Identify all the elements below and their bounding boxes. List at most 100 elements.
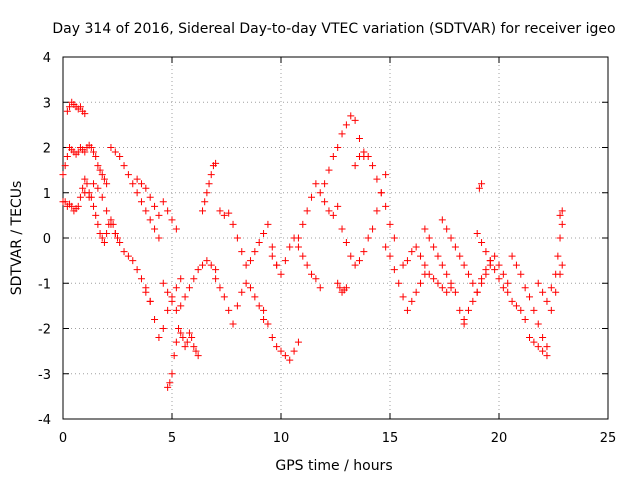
data-point: [242, 279, 250, 287]
series-arc-u: [399, 243, 455, 296]
data-point: [364, 234, 372, 242]
data-point: [164, 306, 172, 314]
data-point: [207, 171, 215, 179]
data-point: [159, 325, 167, 332]
data-point: [277, 270, 285, 278]
data-point: [188, 334, 196, 342]
data-point: [491, 266, 499, 274]
data-point: [434, 279, 442, 287]
x-tick-label: 5: [168, 431, 176, 446]
data-point: [273, 261, 281, 269]
data-point: [251, 248, 259, 256]
data-point: [395, 279, 403, 287]
data-point: [303, 261, 311, 269]
data-point: [190, 275, 198, 283]
data-point: [207, 261, 215, 269]
data-point: [451, 243, 459, 251]
data-point: [168, 370, 176, 378]
data-point: [530, 338, 538, 346]
data-point: [229, 220, 237, 228]
data-point: [133, 189, 141, 197]
data-point: [273, 343, 281, 351]
data-point: [558, 261, 566, 269]
data-point: [246, 284, 254, 292]
data-point: [556, 211, 564, 219]
data-point: [554, 252, 562, 260]
data-point: [558, 207, 566, 215]
data-point: [96, 166, 104, 174]
data-point: [495, 275, 503, 283]
series-arc-q: [338, 171, 390, 269]
data-point: [286, 243, 294, 251]
data-point: [294, 338, 302, 346]
series-arc-a: [59, 141, 111, 188]
data-point: [100, 239, 108, 247]
data-point: [547, 306, 555, 314]
data-point: [552, 288, 560, 296]
data-point: [220, 293, 228, 301]
data-point: [264, 220, 272, 228]
data-point: [403, 306, 411, 314]
y-tick-label: 2: [43, 142, 51, 157]
data-point: [464, 306, 472, 314]
data-point: [351, 261, 359, 269]
series-arc-t: [382, 243, 429, 314]
data-point: [491, 252, 499, 260]
data-point: [382, 171, 390, 179]
data-point: [225, 306, 233, 314]
data-point: [539, 334, 547, 342]
data-point: [199, 261, 207, 269]
data-point: [460, 315, 468, 323]
data-point: [175, 325, 183, 332]
data-point: [166, 379, 174, 387]
data-point: [508, 297, 516, 305]
data-point: [290, 347, 298, 355]
tick-layer: 0 5 10 15 20 25 -4 -3 -2 -1 0 1 2 3 4: [38, 51, 616, 446]
data-point: [168, 216, 176, 224]
data-point: [382, 243, 390, 251]
data-point: [351, 162, 359, 170]
data-point: [342, 121, 350, 129]
data-point: [390, 266, 398, 274]
data-point: [172, 225, 180, 233]
data-point: [61, 198, 69, 206]
y-tick-label: -4: [38, 413, 51, 428]
data-point: [194, 266, 202, 274]
x-tick-label: 10: [273, 431, 290, 446]
data-point: [142, 207, 150, 215]
data-point: [338, 225, 346, 233]
data-point: [98, 234, 106, 242]
data-point: [321, 198, 329, 206]
data-point: [390, 234, 398, 242]
data-point: [421, 225, 429, 233]
data-point: [482, 266, 490, 274]
data-point: [469, 297, 477, 305]
data-point: [499, 270, 507, 278]
data-point: [63, 153, 71, 161]
data-point: [142, 288, 150, 296]
data-point: [360, 148, 368, 156]
data-point: [334, 144, 342, 151]
data-point: [260, 306, 268, 314]
series-arc-b: [63, 98, 89, 118]
data-point: [155, 334, 163, 342]
data-point: [517, 306, 525, 314]
data-point: [103, 180, 111, 188]
data-point: [92, 153, 100, 161]
data-point: [81, 110, 89, 118]
y-tick-label: 1: [43, 187, 51, 202]
data-point: [107, 144, 115, 151]
data-point: [543, 352, 551, 360]
data-point: [412, 243, 420, 251]
data-point: [281, 257, 289, 265]
y-axis-label: SDTVAR / TECUs: [9, 181, 25, 296]
data-point: [159, 279, 167, 287]
data-point: [277, 347, 285, 355]
data-point: [255, 302, 263, 310]
data-point: [347, 112, 355, 120]
data-point: [447, 279, 455, 287]
data-point: [438, 216, 446, 224]
y-tick-label: 3: [43, 96, 51, 111]
data-point: [164, 288, 172, 296]
y-tick-label: 0: [43, 232, 51, 247]
